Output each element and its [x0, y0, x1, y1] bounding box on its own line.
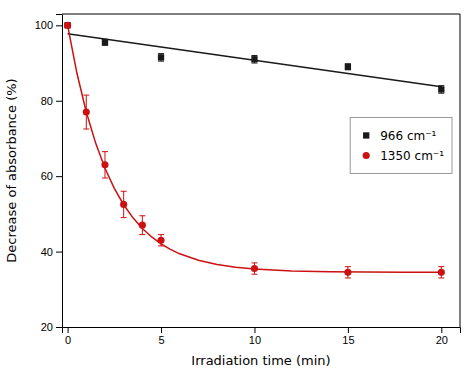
tick: 80 [41, 95, 62, 107]
legend-symbol [363, 152, 370, 159]
tick-label: 80 [41, 95, 53, 107]
legend-symbol [363, 132, 369, 138]
error-bar [251, 55, 257, 63]
error-bar [158, 235, 164, 246]
tick-label: 10 [249, 334, 261, 346]
frame [62, 14, 460, 15]
tick-mark [254, 327, 255, 333]
error-bar [102, 39, 108, 45]
tick-mark [56, 25, 62, 26]
point [120, 201, 127, 208]
tick-mark [441, 327, 442, 333]
tick-mark [56, 101, 62, 102]
tick-label: 60 [41, 170, 53, 182]
tick: 100 [35, 19, 62, 31]
point [101, 161, 108, 168]
point [251, 265, 258, 272]
axis-line [56, 15, 63, 328]
tick-label: 5 [158, 334, 164, 346]
axis-line [63, 328, 461, 334]
legend-label: 1350 cm⁻¹ [380, 149, 444, 163]
tick: 10 [249, 327, 261, 346]
point [344, 269, 351, 276]
legend-label: 966 cm⁻¹ [380, 129, 436, 143]
line [68, 34, 442, 87]
error-bar [139, 216, 145, 235]
tick-label: 0 [65, 334, 71, 346]
tick-mark [161, 327, 162, 333]
tick-label: 20 [41, 321, 53, 333]
error-bar [438, 86, 444, 94]
point [102, 39, 108, 45]
tick-mark [68, 327, 69, 333]
y-axis: 20 40 60 80 100 [35, 15, 63, 334]
error-bar [345, 267, 351, 278]
tick: 0 [65, 327, 71, 346]
point [158, 54, 164, 60]
error-bar [251, 263, 257, 274]
tick-mark [56, 327, 62, 328]
error-bar [345, 64, 351, 70]
tick: 40 [41, 246, 62, 258]
x-axis: 0 5 10 15 20 [63, 327, 461, 346]
series [64, 22, 444, 93]
tick-label: 100 [35, 19, 53, 31]
tick-label: 40 [41, 246, 53, 258]
point [139, 222, 146, 229]
tick-mark [56, 252, 62, 253]
tick: 15 [342, 327, 354, 346]
legend-item: 1350 cm⁻¹ [363, 149, 445, 163]
tick: 5 [158, 327, 164, 346]
error-bar [438, 267, 444, 278]
legend-box [350, 117, 452, 173]
legend-item: 966 cm⁻¹ [363, 129, 437, 143]
point [251, 56, 257, 62]
point [64, 22, 70, 28]
point [157, 237, 164, 244]
error-bar [102, 152, 108, 178]
tick: 20 [41, 321, 62, 333]
error-bar [121, 191, 127, 217]
point [83, 108, 90, 115]
y-axis-title: Decrease of absorbance (%) [4, 78, 19, 262]
tick-mark [348, 327, 349, 333]
tick: 60 [41, 170, 62, 182]
legend: 966 cm⁻¹ 1350 cm⁻¹ [350, 117, 452, 173]
error-bar [158, 54, 164, 62]
tick-label: 20 [436, 334, 448, 346]
chart: 0 5 10 15 20 20 40 60 80 100 Irradiation time (min… [0, 0, 474, 375]
point [438, 269, 445, 276]
plot-area [64, 22, 445, 278]
point [64, 22, 71, 29]
series [64, 22, 445, 278]
point [345, 64, 351, 70]
tick-mark [56, 176, 62, 177]
error-bar [83, 95, 89, 129]
frame [460, 14, 461, 327]
x-axis-title: Irradiation time (min) [191, 353, 330, 368]
tick: 20 [436, 327, 448, 346]
point [438, 86, 444, 92]
tick-label: 15 [342, 334, 354, 346]
